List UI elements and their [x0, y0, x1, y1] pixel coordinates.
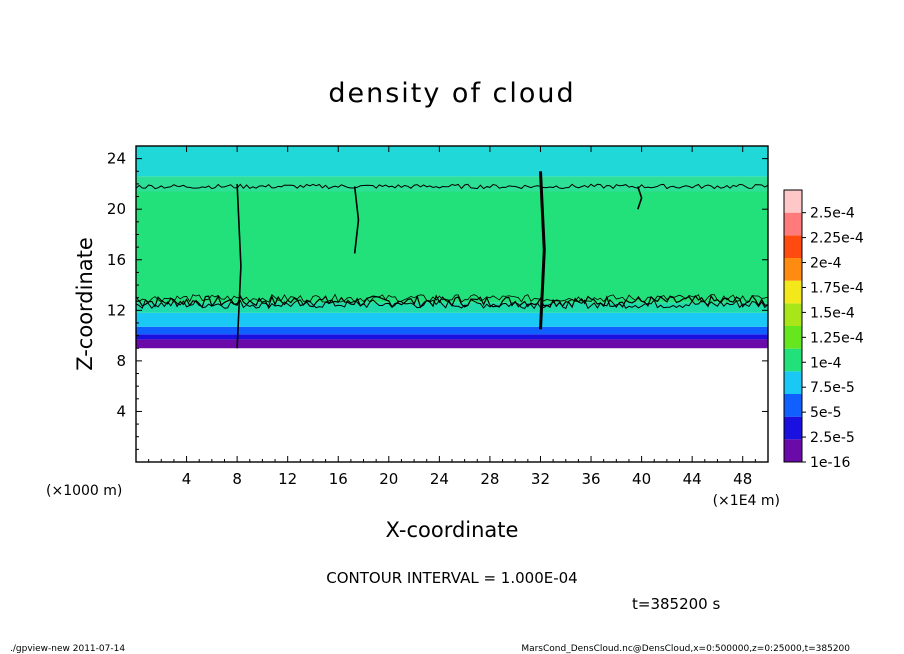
colorbar-label: 1.75e-4: [810, 280, 864, 296]
colorbar-swatch-6: [784, 303, 802, 326]
density-band-2: [136, 326, 768, 335]
dark-contour-features: [135, 171, 769, 349]
density-band-6: [136, 176, 768, 192]
x-tick-label: 28: [480, 470, 499, 488]
x-tick-label: 12: [278, 470, 297, 488]
colorbar-swatch-7: [784, 280, 802, 304]
x-tick-label: 44: [683, 470, 702, 488]
plume-feature-0: [236, 183, 242, 349]
density-field: [136, 146, 768, 349]
colorbar-label: 1.25e-4: [810, 330, 864, 346]
y-tick-label: 24: [107, 150, 126, 168]
x-tick-label: 32: [531, 470, 550, 488]
density-band-5: [136, 191, 768, 303]
density-band-1: [136, 334, 768, 340]
plume-feature-3: [637, 186, 643, 210]
dark-band-upper: [135, 183, 769, 190]
colorbar-swatch-8: [784, 258, 802, 281]
colorbar-label: 1e-16: [810, 455, 850, 471]
colorbar: 1e-16 2.5e-5 5e-5 7.5e-5 1e-4 1.25e-4 1.5e-4 1.…: [783, 189, 864, 471]
y-tick-label: 16: [107, 251, 126, 269]
plume-feature-2: [538, 171, 546, 330]
x-tick-label: 24: [430, 470, 449, 488]
x-units-label: (×1E4 m): [713, 493, 780, 509]
y-axis-ticks: 4 8 12 16 20 24: [107, 150, 768, 450]
x-tick-label: 8: [232, 470, 242, 488]
colorbar-swatch-1: [784, 416, 802, 440]
x-tick-label: 20: [379, 470, 398, 488]
colorbar-swatch-5: [784, 326, 802, 349]
colorbar-label: 1e-4: [810, 355, 842, 371]
colorbar-label: 2.25e-4: [810, 231, 864, 247]
y-tick-label: 20: [107, 200, 126, 218]
colorbar-swatch-11: [784, 190, 802, 213]
colorbar-swatch-3: [784, 371, 802, 394]
x-tick-label: 36: [581, 470, 600, 488]
plot-area: [135, 145, 769, 463]
x-axis-ticks: 4 8 12 16 20 24 28 32 36 40 44 48: [148, 146, 756, 488]
colorbar-swatch-0: [784, 439, 802, 462]
colorbar-label: 2e-4: [810, 256, 842, 272]
colorbar-labels: 1e-16 2.5e-5 5e-5 7.5e-5 1e-4 1.25e-4 1.5e-4 1.…: [802, 206, 864, 471]
y-tick-label: 8: [116, 352, 126, 370]
dark-band-lower-b: [135, 298, 769, 310]
colorbar-swatches: [784, 190, 802, 462]
footer-right: MarsCond_DensCloud.nc@DensCloud,x=0:5000…: [521, 644, 850, 654]
x-tick-label: 16: [329, 470, 348, 488]
x-axis-label: X-coordinate: [386, 518, 519, 542]
y-axis-label: Z-coordinate: [73, 237, 97, 371]
colorbar-label: 7.5e-5: [810, 380, 855, 396]
density-band-7: [136, 146, 768, 177]
x-tick-label: 48: [733, 470, 752, 488]
colorbar-frame: [783, 189, 803, 463]
density-band-0: [136, 339, 768, 349]
x-tick-label: 40: [632, 470, 651, 488]
colorbar-swatch-4: [784, 348, 802, 372]
colorbar-label: 2.5e-4: [810, 206, 855, 222]
colorbar-swatch-9: [784, 235, 802, 258]
chart-title: density of cloud: [328, 78, 575, 109]
colorbar-swatch-2: [784, 394, 802, 417]
density-band-3: [136, 312, 768, 327]
dark-band-lower-c: [135, 293, 769, 303]
footer-left: ./gpview-new 2011-07-14: [10, 644, 125, 654]
y-tick-label: 4: [116, 402, 126, 420]
density-band-4: [136, 302, 768, 313]
contour-interval-label: CONTOUR INTERVAL = 1.000E-04: [326, 569, 577, 587]
colorbar-label: 2.5e-5: [810, 430, 855, 446]
x-tick-label: 4: [182, 470, 192, 488]
colorbar-swatch-10: [784, 212, 802, 236]
colorbar-label: 5e-5: [810, 405, 841, 421]
y-tick-label: 12: [107, 301, 126, 319]
plume-feature-1: [353, 186, 360, 254]
time-label: t=385200 s: [632, 595, 720, 613]
y-units-label: (×1000 m): [46, 483, 122, 499]
colorbar-label: 1.5e-4: [810, 305, 855, 321]
